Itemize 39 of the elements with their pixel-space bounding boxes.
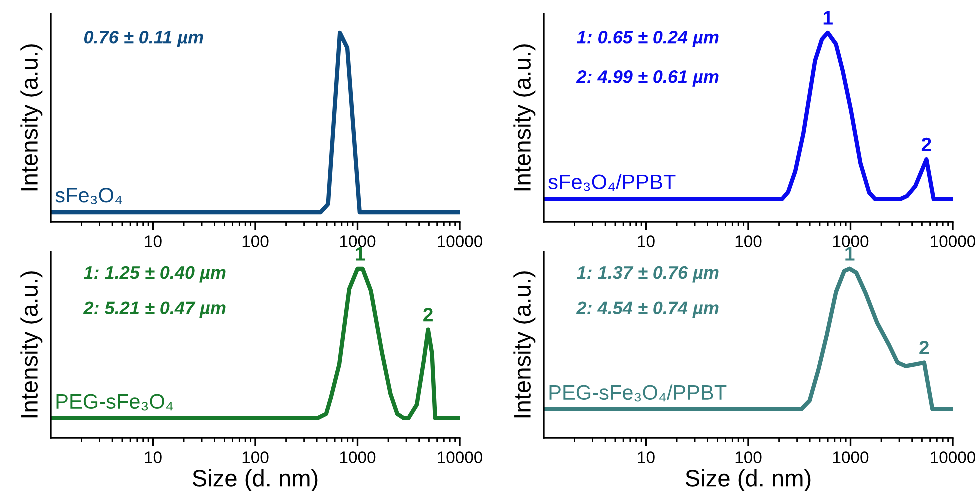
x-tick-label: 1000 bbox=[833, 452, 869, 464]
annotation: 2: 4.99 ± 0.61 µm bbox=[576, 70, 719, 87]
annotation: 2: 5.21 ± 0.47 µm bbox=[83, 302, 226, 318]
x-tick-label: 100 bbox=[242, 236, 269, 248]
x-tick-label: 10000 bbox=[931, 236, 976, 248]
x-tick-label: 1000 bbox=[833, 236, 869, 248]
x-tick-label: 10000 bbox=[438, 452, 483, 464]
x-tick-label: 10000 bbox=[931, 452, 976, 464]
y-axis-title: Intensity (a.u.) bbox=[20, 272, 43, 418]
x-axis-title: Size (d. nm) bbox=[192, 470, 318, 492]
annotation: 1 bbox=[356, 247, 366, 261]
annotation: 1 bbox=[846, 247, 855, 261]
series-label: sFe₃O₄ bbox=[56, 188, 122, 204]
annotation: 0.76 ± 0.11 µm bbox=[84, 31, 204, 48]
y-axis-title: Intensity (a.u.) bbox=[514, 272, 536, 418]
x-tick-label: 10 bbox=[145, 236, 162, 248]
annotation: 1: 0.65 ± 0.24 µm bbox=[577, 31, 719, 48]
x-tick-label: 100 bbox=[242, 452, 269, 464]
annotation: 2 bbox=[424, 308, 433, 322]
x-axis-title: Size (d. nm) bbox=[686, 470, 811, 492]
y-axis-title: Intensity (a.u.) bbox=[514, 44, 536, 191]
annotation: 1: 1.25 ± 0.40 µm bbox=[84, 266, 226, 283]
annotation: 1: 1.37 ± 0.76 µm bbox=[577, 266, 719, 283]
x-tick-label: 100 bbox=[736, 452, 762, 464]
annotation: 2 bbox=[920, 340, 930, 355]
x-tick-label: 10 bbox=[638, 452, 655, 464]
x-tick-label: 10 bbox=[638, 236, 655, 248]
x-tick-label: 10 bbox=[145, 452, 162, 464]
series-label: PEG-sFe₃O₄ bbox=[56, 394, 174, 411]
x-tick-label: 10000 bbox=[438, 236, 483, 248]
annotation: 2: 4.54 ± 0.74 µm bbox=[576, 302, 719, 318]
annotation: 1 bbox=[824, 11, 833, 25]
series-label: sFe₃O₄/PPBT bbox=[548, 174, 676, 192]
y-axis-title: Intensity (a.u.) bbox=[20, 44, 43, 191]
x-tick-label: 1000 bbox=[340, 452, 376, 464]
x-tick-label: 100 bbox=[736, 236, 762, 248]
series-label: PEG-sFe₃O₄/PPBT bbox=[550, 384, 727, 402]
x-tick-label: 1000 bbox=[340, 236, 376, 248]
annotation: 2 bbox=[922, 138, 932, 152]
